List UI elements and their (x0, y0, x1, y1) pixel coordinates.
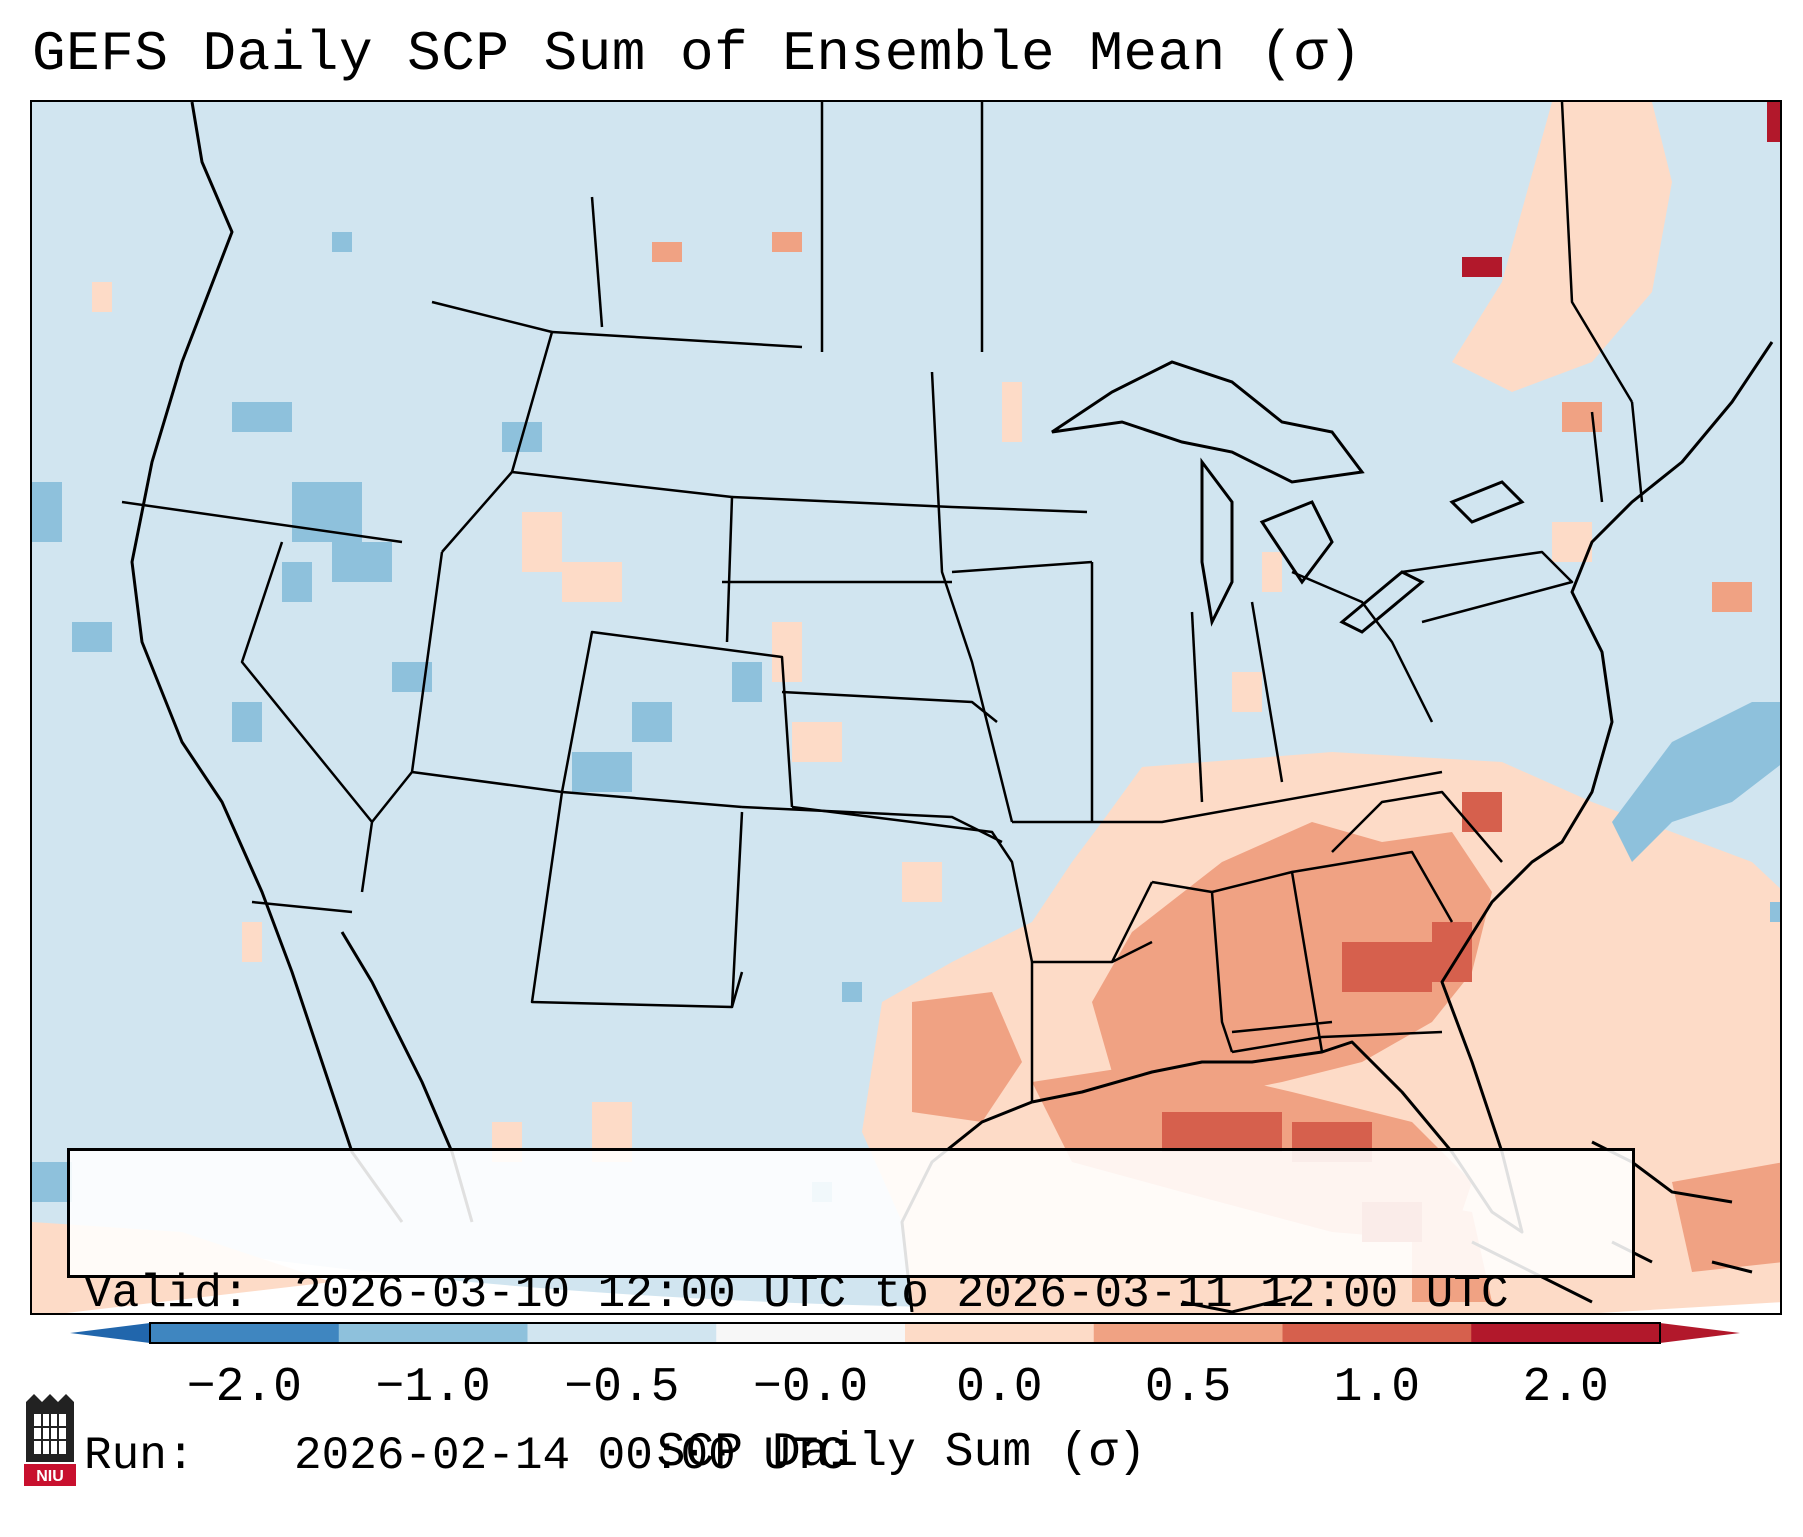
colorbar-over-arrow (1660, 1323, 1740, 1343)
great-lakes (1051, 360, 1525, 634)
valid-label: Valid: (84, 1268, 250, 1320)
colorbar-segment (527, 1323, 717, 1343)
colorbar-tick-label: −1.0 (375, 1361, 491, 1415)
logo-text: NIU (36, 1468, 64, 1485)
colorbar-segment (338, 1323, 528, 1343)
colorbar-outline (149, 1322, 1661, 1344)
state-borders (121, 102, 1644, 1102)
anomaly-positive-speckle (92, 282, 1592, 1162)
run-label: Run: (84, 1430, 195, 1482)
colorbar-tick-label: −2.0 (186, 1361, 302, 1415)
colorbar (70, 1322, 1740, 1344)
colorbar-tick-label: −0.5 (564, 1361, 680, 1415)
colorbar-label: SCP Daily Sum (σ) (656, 1426, 1147, 1480)
valid-row: Valid: 2026-03-10 12:00 UTC to 2026-03-1… (84, 1267, 1618, 1321)
colorbar-segment (1282, 1323, 1472, 1343)
map-canvas (32, 102, 1780, 1313)
map-panel (30, 100, 1782, 1315)
chart-title: GEFS Daily SCP Sum of Ensemble Mean (σ) (32, 22, 1363, 86)
colorbar-segment (716, 1323, 906, 1343)
validity-info-box: Valid: 2026-03-10 12:00 UTC to 2026-03-1… (67, 1148, 1635, 1482)
colorbar-tick-label: 2.0 (1522, 1361, 1609, 1415)
colorbar-under-arrow (70, 1323, 150, 1343)
colorbar-tick-label: 0.5 (1144, 1361, 1232, 1415)
run-row: Run: 2026-02-14 00:00 UTC (84, 1429, 1618, 1483)
colorbar-tick-label: −0.0 (753, 1361, 869, 1415)
anomaly-positive-high (1162, 102, 1780, 1242)
valid-value: 2026-03-10 12:00 UTC to 2026-03-11 12:00… (294, 1268, 1509, 1320)
anomaly-positive-mid-speckle (652, 232, 1752, 612)
colorbar-segment (150, 1323, 340, 1343)
niu-logo: NIU (24, 1394, 76, 1486)
colorbar-tick-label: 0.0 (956, 1361, 1043, 1415)
colorbar-segment (905, 1323, 1095, 1343)
colorbar-segment (1093, 1323, 1283, 1343)
run-value: 2026-02-14 00:00 UTC (294, 1430, 847, 1482)
colorbar-segment (1471, 1323, 1661, 1343)
colorbar-tick-label: 1.0 (1333, 1361, 1421, 1415)
